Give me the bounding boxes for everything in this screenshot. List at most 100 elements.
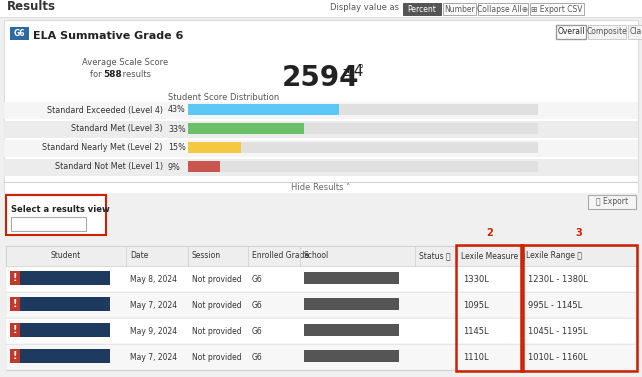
Bar xyxy=(4,20,638,198)
Text: May 9, 2024: May 9, 2024 xyxy=(130,326,177,336)
Text: May 7, 2024: May 7, 2024 xyxy=(130,300,177,310)
Bar xyxy=(304,324,399,336)
Text: Composite: Composite xyxy=(587,28,627,37)
Text: G6: G6 xyxy=(252,274,263,284)
Text: 1230L - 1380L: 1230L - 1380L xyxy=(528,274,588,284)
Bar xyxy=(10,297,110,311)
Text: 1: 1 xyxy=(6,198,13,208)
Text: Student: Student xyxy=(51,251,81,261)
Bar xyxy=(6,266,636,292)
Bar xyxy=(4,140,638,157)
Text: Claim: Claim xyxy=(630,28,642,37)
Text: Lexile Report ▾: Lexile Report ▾ xyxy=(14,219,76,228)
Text: 1045L - 1195L: 1045L - 1195L xyxy=(528,326,587,336)
Bar xyxy=(6,344,636,370)
Bar xyxy=(521,245,637,371)
Text: ±4: ±4 xyxy=(341,64,363,80)
Text: May 7, 2024: May 7, 2024 xyxy=(130,352,177,362)
Text: Percent: Percent xyxy=(408,5,437,14)
Text: !: ! xyxy=(13,351,17,361)
Text: Hide Results ˄: Hide Results ˄ xyxy=(291,184,351,193)
Text: School: School xyxy=(304,251,329,261)
Bar xyxy=(304,350,399,362)
Text: Session: Session xyxy=(192,251,221,261)
Text: G6: G6 xyxy=(252,326,263,336)
Text: 43%: 43% xyxy=(168,106,186,115)
Text: for: for xyxy=(90,70,104,79)
Bar xyxy=(6,246,636,370)
Text: °: ° xyxy=(358,64,363,74)
Text: Overall: Overall xyxy=(557,28,585,37)
Text: ⊞ Export CSV: ⊞ Export CSV xyxy=(531,5,583,14)
Bar xyxy=(6,318,636,344)
Bar xyxy=(188,161,220,172)
Text: Not provided: Not provided xyxy=(192,274,241,284)
Bar xyxy=(556,25,586,39)
Text: 1330L: 1330L xyxy=(463,274,489,284)
Bar xyxy=(10,271,110,285)
Text: 9%: 9% xyxy=(168,162,181,172)
Text: Select a results view: Select a results view xyxy=(11,205,110,214)
Text: 1095L: 1095L xyxy=(463,300,489,310)
Bar xyxy=(188,161,538,172)
Text: Student Score Distribution: Student Score Distribution xyxy=(168,93,279,102)
Text: Standard Exceeded (Level 4): Standard Exceeded (Level 4) xyxy=(47,106,163,115)
Bar xyxy=(4,182,638,183)
Bar xyxy=(10,27,29,40)
Text: Standard Not Met (Level 1): Standard Not Met (Level 1) xyxy=(55,162,163,172)
Text: 588: 588 xyxy=(103,70,122,79)
Text: 3: 3 xyxy=(576,228,582,238)
Bar xyxy=(10,349,20,363)
Bar xyxy=(188,104,538,115)
Bar xyxy=(304,272,399,284)
Bar xyxy=(4,159,638,176)
Bar xyxy=(10,297,20,311)
Bar xyxy=(11,217,86,231)
Bar xyxy=(188,123,304,134)
Text: 2: 2 xyxy=(486,228,493,238)
Text: 1010L - 1160L: 1010L - 1160L xyxy=(528,352,587,362)
Text: 1110L: 1110L xyxy=(463,352,489,362)
Bar xyxy=(6,246,636,266)
Text: 🔒 Export: 🔒 Export xyxy=(596,198,628,207)
Text: !: ! xyxy=(13,273,17,283)
Bar xyxy=(0,17,642,18)
Text: May 8, 2024: May 8, 2024 xyxy=(130,274,177,284)
Text: Date: Date xyxy=(130,251,148,261)
Text: !: ! xyxy=(13,299,17,309)
Text: G6: G6 xyxy=(252,352,263,362)
Bar xyxy=(443,3,476,15)
Text: Lexile Range ⓘ: Lexile Range ⓘ xyxy=(526,251,582,261)
Bar xyxy=(10,271,20,285)
Text: 2594: 2594 xyxy=(281,64,359,92)
Text: 1145L: 1145L xyxy=(463,326,489,336)
Bar xyxy=(304,298,399,310)
Text: 15%: 15% xyxy=(168,144,186,153)
Bar xyxy=(6,195,106,235)
Text: Not provided: Not provided xyxy=(192,300,241,310)
Bar xyxy=(4,121,638,138)
Bar xyxy=(478,3,528,15)
Bar xyxy=(403,3,441,15)
Bar xyxy=(188,104,338,115)
Text: !: ! xyxy=(13,325,17,335)
Bar xyxy=(530,3,584,15)
Text: Not provided: Not provided xyxy=(192,352,241,362)
Bar xyxy=(188,123,538,134)
Text: Standard Met (Level 3): Standard Met (Level 3) xyxy=(71,124,163,133)
Text: Results: Results xyxy=(7,0,56,13)
Bar xyxy=(588,195,636,209)
Bar xyxy=(188,142,241,153)
Bar xyxy=(188,142,538,153)
Text: ELA Summative Grade 6: ELA Summative Grade 6 xyxy=(33,31,184,41)
Text: Display value as: Display value as xyxy=(330,3,399,12)
Text: Average Scale Score: Average Scale Score xyxy=(82,58,168,67)
Bar xyxy=(0,0,642,18)
Bar xyxy=(4,102,638,119)
Bar xyxy=(456,245,523,371)
Text: G6: G6 xyxy=(252,300,263,310)
Bar xyxy=(10,349,110,363)
Text: Status ⓘ: Status ⓘ xyxy=(419,251,451,261)
Bar xyxy=(10,323,110,337)
Text: 33%: 33% xyxy=(168,124,186,133)
